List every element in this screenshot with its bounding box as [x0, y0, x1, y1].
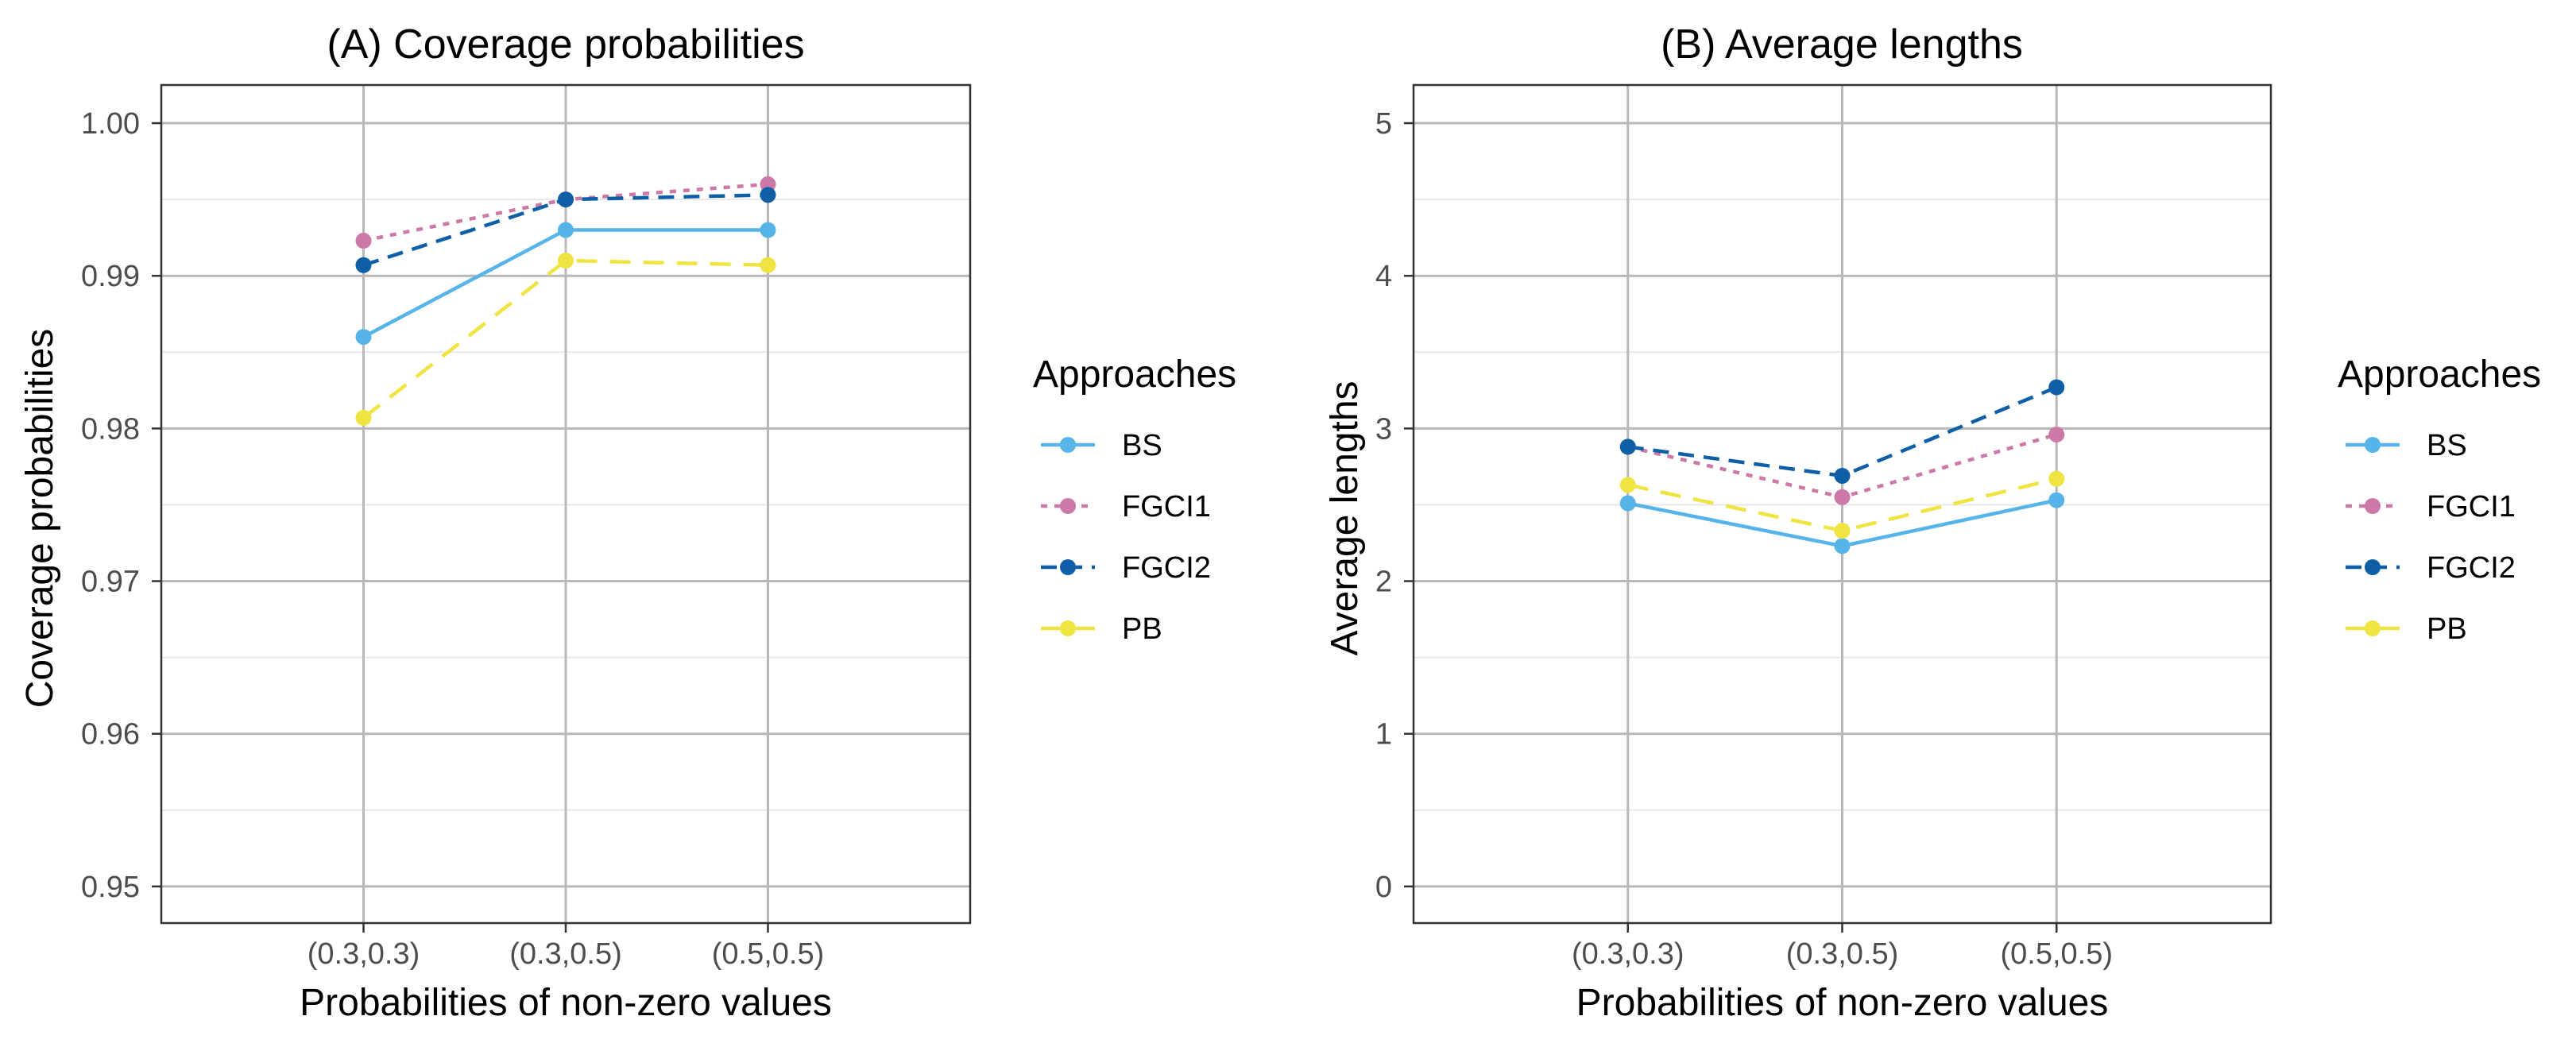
- x-tick-label: (0.5,0.5): [712, 937, 825, 971]
- x-axis-title: Probabilities of non-zero values: [1576, 982, 2109, 1024]
- legend-key-point-bs: [1060, 437, 1076, 453]
- panel-b: 0 1 2 3 4 5 (0.3,0.3) (0.3,0.5) (0.5,0.5) (B) Ave…: [1324, 21, 2541, 1024]
- data-point-pb: [760, 257, 776, 273]
- data-point-bs: [355, 329, 372, 346]
- legend-key-point-bs: [2365, 437, 2381, 453]
- data-point-pb: [1834, 523, 1851, 539]
- data-point-fgci1: [1834, 489, 1851, 505]
- data-point-fgci2: [2048, 379, 2065, 396]
- legend-label-pb: PB: [1122, 612, 1162, 646]
- data-point-bs: [1619, 495, 1636, 512]
- data-point-pb: [2048, 470, 2065, 487]
- y-tick-label: 0.99: [81, 260, 140, 293]
- legend-label-bs: BS: [2427, 429, 2467, 462]
- y-tick-label: 4: [1375, 260, 1392, 293]
- legend-label-bs: BS: [1122, 429, 1162, 462]
- data-point-fgci2: [1619, 439, 1636, 455]
- panel-border: [1412, 83, 2272, 925]
- data-point-fgci1: [2048, 427, 2065, 443]
- data-point-fgci2: [355, 257, 372, 273]
- legend-label-fgci1: FGCI1: [2427, 490, 2516, 524]
- x-tick-label: (0.3,0.5): [509, 937, 622, 971]
- data-point-fgci2: [1834, 467, 1851, 484]
- y-axis-title: Coverage probabilities: [19, 329, 61, 709]
- data-point-fgci2: [760, 187, 776, 203]
- legend-label-fgci1: FGCI1: [1122, 490, 1211, 524]
- y-tick-label: 2: [1375, 566, 1392, 599]
- legend-key-point-pb: [1060, 620, 1076, 636]
- y-tick-label: 5: [1375, 107, 1392, 141]
- x-tick-label: (0.3,0.5): [1786, 937, 1899, 971]
- legend-label-fgci2: FGCI2: [2427, 551, 2516, 585]
- y-tick-label: 3: [1375, 412, 1392, 446]
- series-line-pb: [362, 258, 768, 419]
- legend-key-point-fgci1: [2365, 498, 2381, 514]
- legend-key-point-pb: [2365, 620, 2381, 636]
- y-axis-title: Average lengths: [1324, 381, 1366, 655]
- data-point-bs: [760, 222, 776, 238]
- data-point-bs: [2048, 492, 2065, 508]
- data-point-fgci2: [558, 191, 574, 208]
- data-point-pb: [1619, 477, 1636, 493]
- data-point-bs: [1834, 538, 1851, 554]
- y-tick-label: 0.96: [81, 718, 140, 751]
- panel-a: 0.95 0.96 0.97 0.98 0.99 1.00 (0.3,0.3) (0.3,0.…: [19, 21, 1236, 1024]
- legend-label-fgci2: FGCI2: [1122, 551, 1211, 585]
- y-tick-label: 1: [1375, 718, 1392, 751]
- legend-key-point-fgci2: [2365, 559, 2381, 575]
- y-tick-label: 0.97: [81, 566, 140, 599]
- legend-key-point-fgci2: [1060, 559, 1076, 575]
- x-tick-label: (0.3,0.3): [1572, 937, 1684, 971]
- chart-title: (A) Coverage probabilities: [327, 21, 804, 68]
- y-tick-label: 0: [1375, 871, 1392, 904]
- chart-title: (B) Average lengths: [1661, 21, 2023, 68]
- data-point-pb: [355, 409, 372, 426]
- legend: Approaches BS FGCI1 FGCI2 PB: [1033, 354, 1236, 646]
- x-axis-title: Probabilities of non-zero values: [300, 982, 832, 1024]
- legend-title: Approaches: [2338, 354, 2541, 396]
- data-point-pb: [558, 252, 574, 269]
- panel-border: [160, 83, 972, 925]
- y-tick-label: 0.98: [81, 412, 140, 446]
- y-tick-label: 1.00: [81, 107, 140, 141]
- x-tick-label: (0.3,0.3): [307, 937, 420, 971]
- legend-key-point-fgci1: [1060, 498, 1076, 514]
- y-tick-label: 0.95: [81, 871, 140, 904]
- legend-title: Approaches: [1033, 354, 1236, 396]
- x-tick-label: (0.5,0.5): [2000, 937, 2113, 971]
- data-point-fgci1: [355, 233, 372, 249]
- data-point-bs: [558, 222, 574, 238]
- legend-label-pb: PB: [2427, 612, 2467, 646]
- legend: Approaches BS FGCI1 FGCI2 PB: [2338, 354, 2541, 646]
